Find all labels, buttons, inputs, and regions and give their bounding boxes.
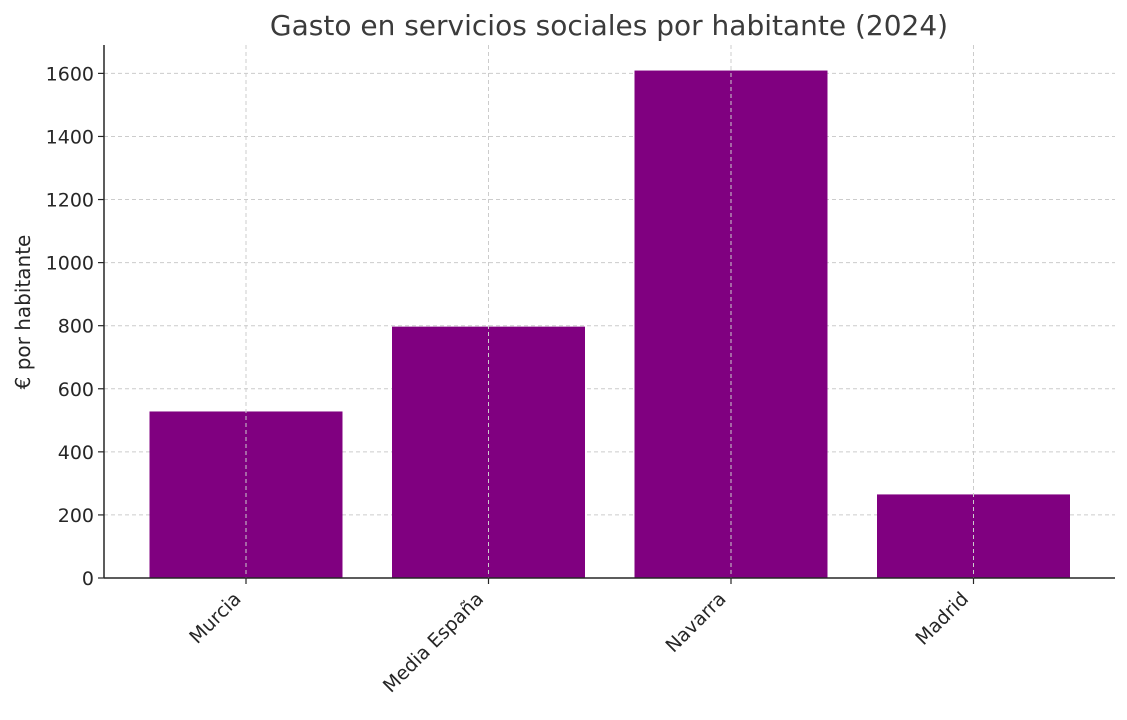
y-tick-label: 1200 <box>46 190 94 212</box>
y-tick-label: 200 <box>58 505 94 527</box>
x-tick-label: Navarra <box>661 588 730 657</box>
bars-layer <box>149 70 1070 579</box>
y-tick-label: 1600 <box>46 63 94 85</box>
y-tick-label: 0 <box>82 568 94 590</box>
x-tick-label: Media España <box>379 588 488 697</box>
y-tick-label: 600 <box>58 379 94 401</box>
x-ticks-layer: Murcia Media España Navarra Madrid <box>185 578 975 697</box>
y-ticks-layer: 0 200 400 600 800 1000 1200 1400 1600 <box>46 63 104 590</box>
x-tick-label: Murcia <box>185 588 245 648</box>
axes-layer <box>103 45 1115 579</box>
y-tick-label: 1000 <box>46 253 94 275</box>
chart-title: Gasto en servicios sociales por habitant… <box>270 9 948 42</box>
x-tick-label: Madrid <box>911 588 973 650</box>
y-axis-label: € por habitante <box>11 235 35 390</box>
y-tick-label: 800 <box>58 316 94 338</box>
grid-overlay-layer <box>245 45 974 578</box>
y-tick-label: 1400 <box>46 126 94 148</box>
y-tick-label: 400 <box>58 442 94 464</box>
